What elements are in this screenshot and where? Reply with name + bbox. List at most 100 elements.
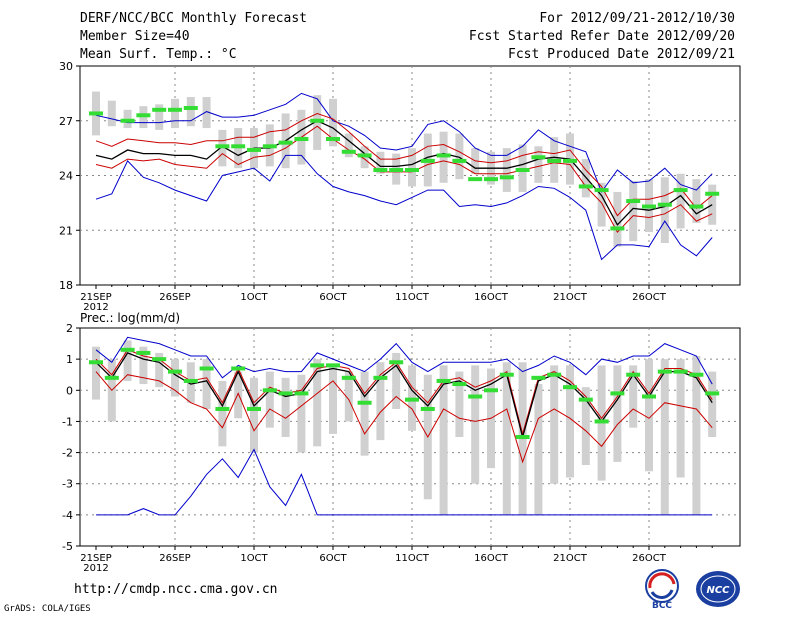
prec-ensemble-box <box>265 371 274 428</box>
prec-y-tick-label: -1 <box>62 415 73 428</box>
prec-obs-marker <box>484 388 498 393</box>
temp-obs-marker <box>626 199 641 204</box>
temp-mean-line <box>95 120 713 226</box>
forecast-period: For 2012/09/21-2012/10/30 <box>539 11 735 26</box>
temp-ensemble-box <box>660 177 669 244</box>
prec-ensemble-box <box>202 359 211 409</box>
temp-ensemble-box <box>202 97 211 129</box>
prec-obs-marker <box>515 435 530 439</box>
temp-obs-marker <box>673 188 688 193</box>
prec-y-tick-label: 0 <box>66 384 73 397</box>
temp-ensemble-box <box>329 98 337 147</box>
prec-obs-marker <box>499 372 514 377</box>
temp-chart: 18 21 24 27 30 21SEP 26SEP 1OCT 6OCT 11OCT 16OCT 21… <box>59 60 741 313</box>
prec-y-tick-label: 1 <box>66 353 73 366</box>
prec-upper-line <box>95 349 713 436</box>
temp-obs-marker <box>168 107 182 112</box>
fcst-produced-date: Fcst Produced Date 2012/09/21 <box>508 47 735 62</box>
logos: BCC NCC <box>645 569 740 610</box>
prec-ensemble-box <box>297 374 306 453</box>
temp-obs-marker <box>610 226 625 231</box>
temp-ensemble-box <box>376 151 385 174</box>
prec-ensemble-box <box>455 371 464 437</box>
prec-obs-marker <box>452 382 467 387</box>
prec-obs-marker <box>89 360 103 365</box>
prec-y-tick-label: -2 <box>62 447 73 460</box>
temp-obs-marker <box>405 168 419 173</box>
temp-y-tick-label: 27 <box>59 115 73 128</box>
temp-obs-marker <box>183 105 198 110</box>
prec-x-tick-label: 11OCT <box>395 553 430 564</box>
temp-obs-marker <box>657 202 672 207</box>
temp-obs-marker <box>247 147 261 152</box>
temp-x-tick-label: 6OCT <box>319 292 347 303</box>
prec-ensemble-box <box>708 371 717 437</box>
prec-obs-marker <box>531 375 546 380</box>
prec-year-label: 2012 <box>83 563 108 574</box>
temp-x-tick-label: 21OCT <box>553 292 588 303</box>
prec-obs-marker <box>326 363 340 368</box>
temp-obs-marker <box>310 118 325 123</box>
temp-x-tick-label: 26SEP <box>159 292 190 303</box>
prec-ensemble-box <box>613 365 622 462</box>
prec-obs-marker <box>357 400 372 405</box>
prec-ensemble-box <box>439 365 448 515</box>
temp-ensemble-box <box>692 179 701 223</box>
prec-ensemble-box <box>629 365 638 428</box>
prec-ensemble-box <box>502 362 511 515</box>
prec-ensemble-box <box>155 352 164 388</box>
prec-min-line <box>96 448 713 516</box>
prec-obs-marker <box>420 406 435 411</box>
temp-ensemble-box <box>171 98 179 129</box>
prec-obs-marker <box>278 391 293 396</box>
temp-obs-marker <box>89 111 103 116</box>
prec-obs-marker <box>183 378 198 383</box>
prec-ensemble-box <box>123 340 132 381</box>
prec-obs-marker <box>136 350 151 355</box>
temp-ensemble-box <box>534 146 543 183</box>
prec-obs-marker <box>547 372 562 377</box>
prec-ensemble-box <box>660 359 669 515</box>
prec-chart-title: Prec.: log(mm/d) <box>80 311 180 325</box>
ncc-logo-text: NCC <box>706 585 730 596</box>
prec-ensemble-box <box>392 352 401 409</box>
prec-x-tick-label: 26OCT <box>632 553 667 564</box>
prec-obs-marker <box>104 375 119 380</box>
temp-obs-marker <box>436 153 451 158</box>
prec-y-tick-label: -5 <box>62 540 73 553</box>
prec-ensemble-box <box>250 377 258 453</box>
prec-obs-marker <box>594 419 609 424</box>
prec-obs-marker <box>436 378 451 383</box>
temp-ensemble-box <box>629 180 638 242</box>
prec-x-tick-label: 16OCT <box>474 553 509 564</box>
prec-max-line <box>95 336 713 385</box>
temp-obs-marker <box>152 107 167 112</box>
prec-obs-marker <box>705 391 720 396</box>
grads-credit: GrADS: COLA/IGES <box>4 604 91 614</box>
temp-lower-line <box>95 125 713 233</box>
temp-ensemble-box <box>502 148 511 192</box>
temp-ensemble-box <box>186 97 195 127</box>
temp-x-tick-label: 1OCT <box>240 292 268 303</box>
temp-obs-marker <box>594 188 609 193</box>
prec-mean-line <box>95 352 713 440</box>
temp-ensemble-box <box>597 182 606 227</box>
temp-obs-marker <box>215 144 230 149</box>
prec-obs-marker <box>405 397 419 402</box>
prec-ensemble-box <box>676 359 685 478</box>
prec-x-tick-label: 21OCT <box>553 553 588 564</box>
footer-url[interactable]: http://cmdp.ncc.cma.gov.cn <box>74 582 278 597</box>
prec-ensemble-box <box>92 346 100 400</box>
temp-upper-line <box>95 112 713 217</box>
temp-obs-marker <box>357 153 372 158</box>
temp-obs-marker <box>468 177 483 182</box>
prec-ensemble-box <box>218 380 227 447</box>
temp-obs-marker <box>120 118 135 123</box>
prec-obs-marker <box>120 347 135 352</box>
prec-obs-marker <box>563 385 577 390</box>
prec-obs-marker <box>626 372 641 377</box>
prec-x-tick-label: 21SEP <box>80 553 111 564</box>
temp-x-tick-label: 26OCT <box>632 292 667 303</box>
temp-obs-marker <box>373 168 388 173</box>
